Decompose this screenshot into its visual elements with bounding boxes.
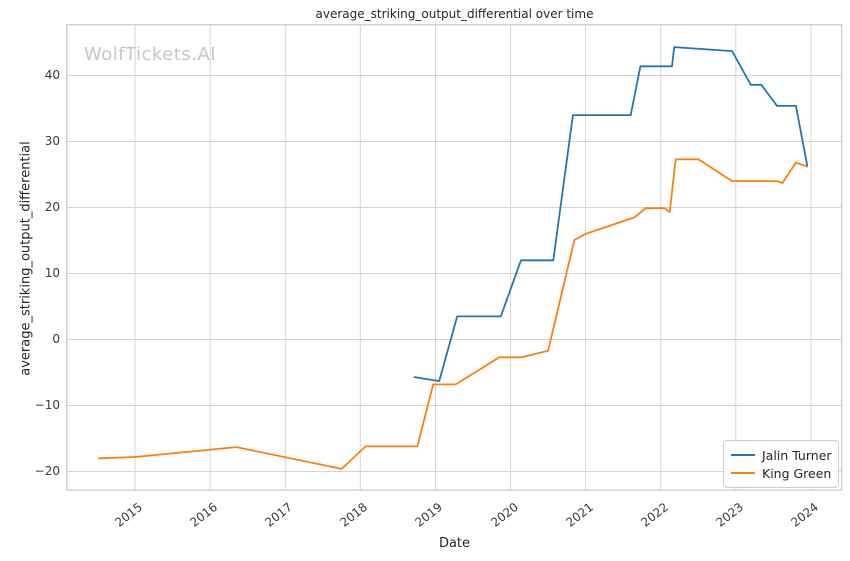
x-axis-label: Date <box>438 536 471 551</box>
legend-line-swatch <box>731 453 755 457</box>
legend-line-swatch <box>731 471 755 475</box>
y-axis-label: average_striking_output_differential <box>18 141 34 376</box>
series-line-king-green <box>98 158 809 470</box>
y-tick-label: 0 <box>52 331 60 346</box>
y-tick-label: 10 <box>44 265 60 280</box>
legend-label: Jalin Turner <box>762 447 832 463</box>
legend-label: King Green <box>762 465 832 481</box>
legend-item: Jalin Turner <box>731 446 832 464</box>
legend: Jalin Turner King Green <box>723 440 839 488</box>
chart-title: average_striking_output_differential ove… <box>315 7 594 21</box>
y-tick-label: −20 <box>34 463 60 478</box>
series-line-jalin-turner <box>413 46 809 383</box>
legend-item: King Green <box>731 464 832 482</box>
y-tick-label: 40 <box>44 67 60 82</box>
watermark: WolfTickets.AI <box>84 44 217 65</box>
y-tick-label: 30 <box>44 133 60 148</box>
y-tick-label: −10 <box>34 397 60 412</box>
y-tick-label: 20 <box>44 199 60 214</box>
plot-border <box>66 24 843 491</box>
